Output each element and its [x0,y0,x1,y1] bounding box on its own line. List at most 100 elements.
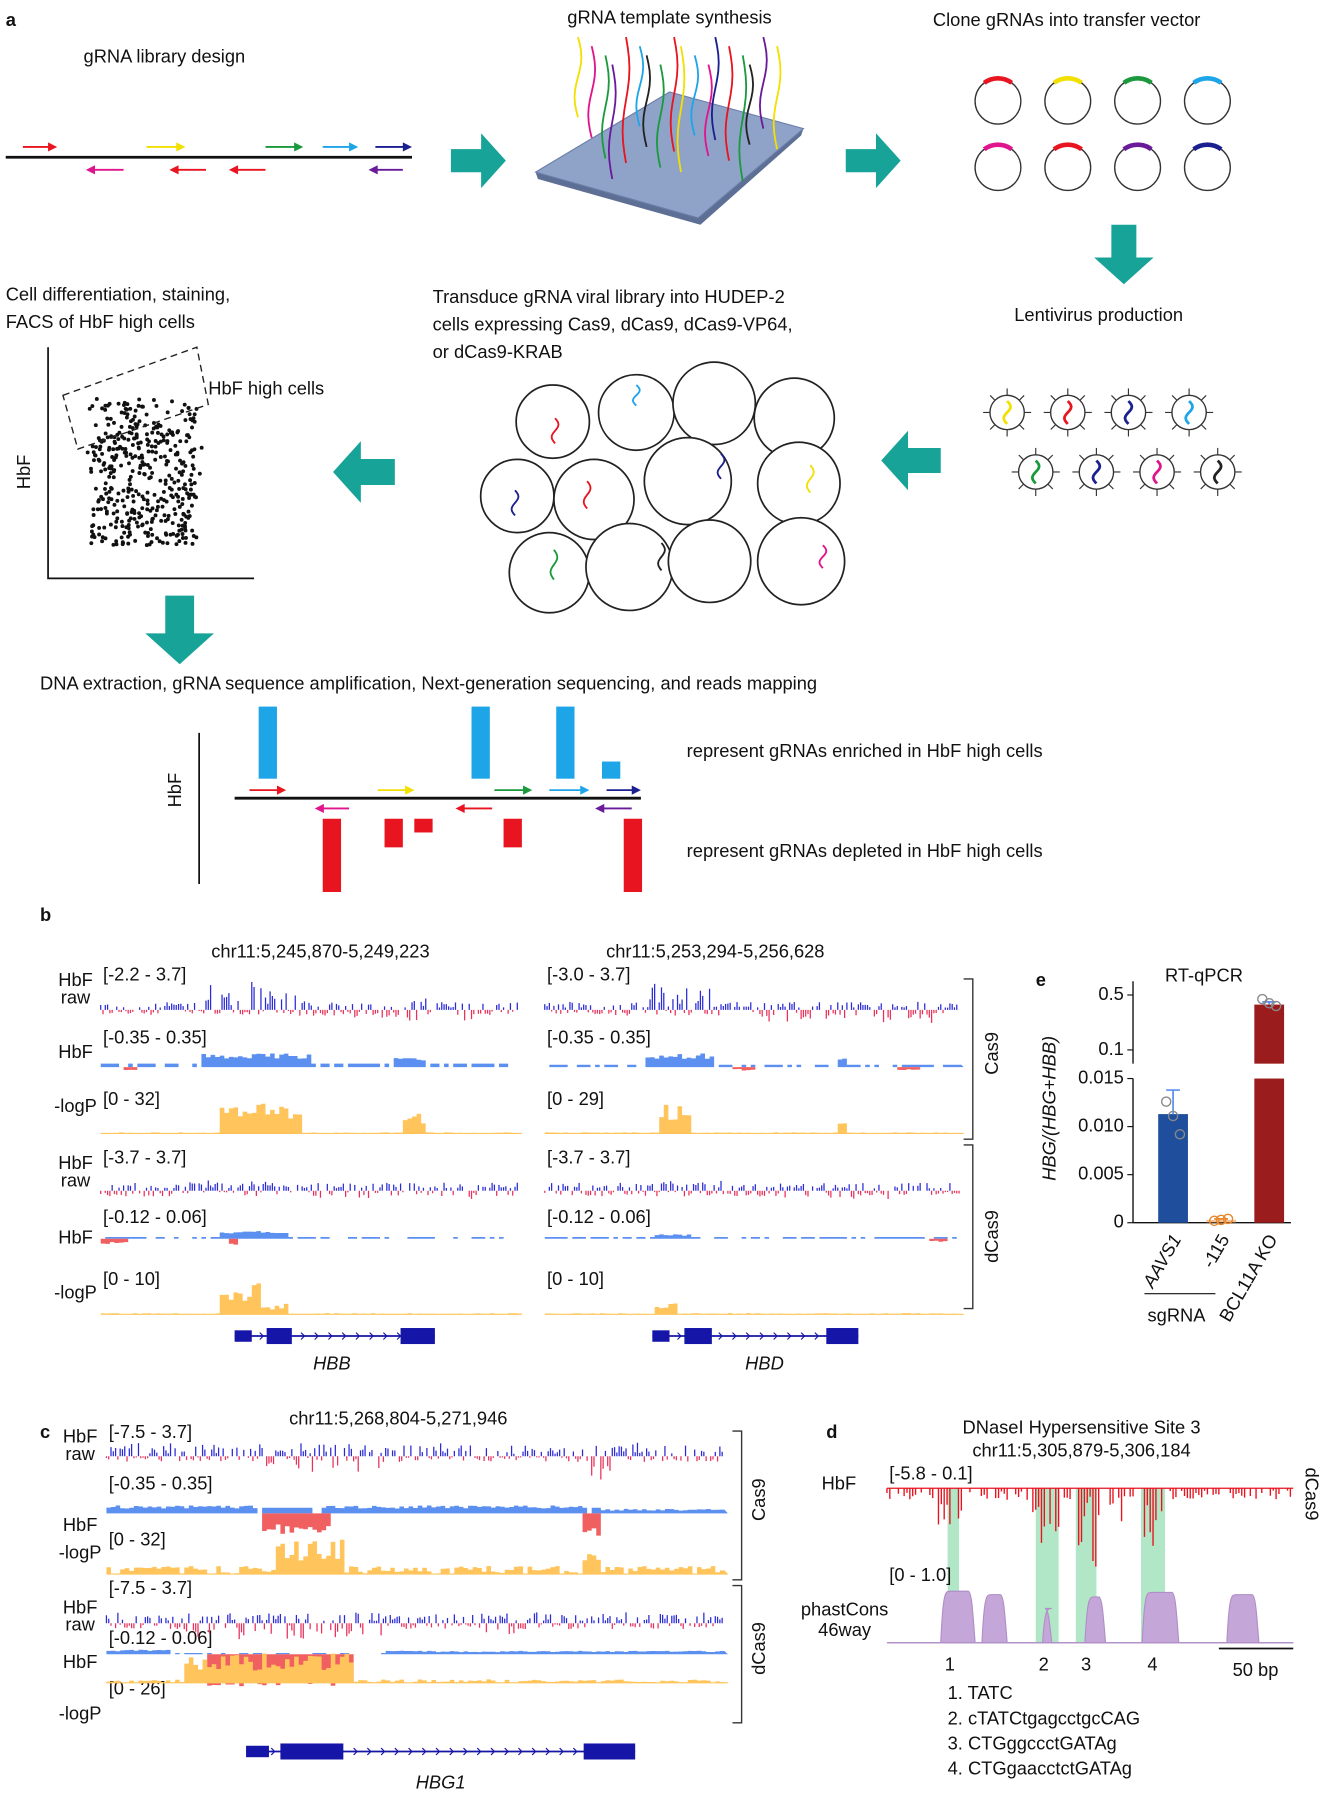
raw-signal-negative [105,1456,719,1480]
facs-dot [136,524,140,529]
facs-dot [147,476,152,481]
facs-dot [183,540,188,545]
grna-strand [676,46,686,173]
conservation-signal [886,1590,1294,1644]
axis-title: HbF [13,455,34,490]
facs-dot [183,418,188,422]
facs-dot [190,528,195,533]
hbf-negative [544,1067,964,1071]
section-title: DNaseI Hypersensitive Site 3 [963,1417,1201,1438]
facs-dot [110,455,115,459]
facs-dot [105,416,110,421]
gene-exon [400,1328,435,1345]
facs-dot [114,539,119,544]
flow-arrow [1094,224,1154,285]
facs-dot [186,515,191,520]
facs-dot [93,486,98,491]
facs-dot [155,425,160,430]
facs-dot [101,497,105,502]
facs-dot [148,465,152,470]
gene-chevron [328,1332,333,1340]
virus-spike [1140,424,1146,430]
virus-spike [1047,483,1054,490]
gene-chevron [380,1747,386,1756]
virus-spike [1200,424,1207,430]
facs-dot [191,534,196,538]
section-title: chr11:5,305,879-5,306,184 [972,1439,1190,1460]
track-range: [-0.12 - 0.06] [109,1627,213,1648]
facs-dot [104,491,109,496]
note: represent gRNAs depleted in HbF high cel… [687,840,1043,861]
grna-strand [601,55,610,159]
track-range: [-0.35 - 0.35] [103,1026,207,1047]
facs-dot [187,496,192,500]
facs-dot [178,439,183,444]
grna-strand [1091,459,1102,485]
facs-dot [145,490,150,495]
facs-dot [130,426,135,430]
gene-chevron [786,1332,792,1340]
facs-dot [128,516,133,521]
facs-dot [112,502,117,507]
facs-dot [138,440,143,445]
logp-signal [106,1539,728,1575]
logp-signal [544,1104,964,1134]
arrow-head [48,142,58,152]
chart-title: RT-qPCR [1165,965,1243,986]
facs-dot [154,403,159,408]
virus-spike [1111,395,1117,401]
gene-exon [684,1328,712,1345]
facs-dot [115,516,120,521]
motif: 1. TATC [948,1682,1013,1703]
facs-dot [150,430,155,435]
plasmid-insert [982,75,1014,85]
grna-strand [710,36,720,141]
track-label: phastCons [801,1599,888,1620]
facs-dot [103,407,108,412]
facs-dot [192,481,197,485]
facs-dot [134,489,139,494]
depleted-bar [414,818,433,833]
facs-dot [158,478,163,483]
facs-dot [112,458,117,462]
step-title: FACS of HbF high cells [6,311,195,332]
facs-dot [180,523,185,528]
step-title: Cell differentiation, staining, [6,284,230,305]
grna-strand [669,36,679,152]
panel-label: e [1036,969,1046,990]
facs-dot [133,538,138,543]
virus-spike [1168,483,1175,490]
hbf-negative [106,1513,728,1536]
facs-dot [89,469,94,474]
facs-dot [151,398,156,402]
track-range: [-3.0 - 3.7] [547,963,630,984]
gene-chevron [531,1747,537,1756]
facs-dot [107,401,112,406]
group-label: dCas9 [1302,1468,1323,1521]
facs-dot [163,478,168,483]
step-title: Clone gRNAs into transfer vector [933,9,1200,30]
facs-dot [131,499,136,504]
facs-dot [147,439,151,444]
facs-dot [90,534,94,539]
grna-strand [1152,459,1162,485]
facs-dot [189,472,194,477]
facs-dot [91,513,96,517]
facs-dot [135,422,140,427]
arrow-head [402,142,413,152]
facs-dot [145,520,149,525]
group-label: dCas9 [981,1210,1002,1263]
grna-strand [573,36,583,118]
facs-dot [157,539,162,544]
arrow-head [455,803,465,814]
gene-chevron [353,1747,358,1756]
facs-dot [113,525,118,530]
facs-dot [167,486,172,490]
grna-strand [587,46,597,138]
facs-dot [134,432,139,437]
facs-dot [128,474,133,479]
gene-chevron [559,1747,564,1756]
track-label: raw [61,986,91,1007]
cell [515,384,591,460]
y-tick-label: 0.010 [1078,1114,1124,1135]
